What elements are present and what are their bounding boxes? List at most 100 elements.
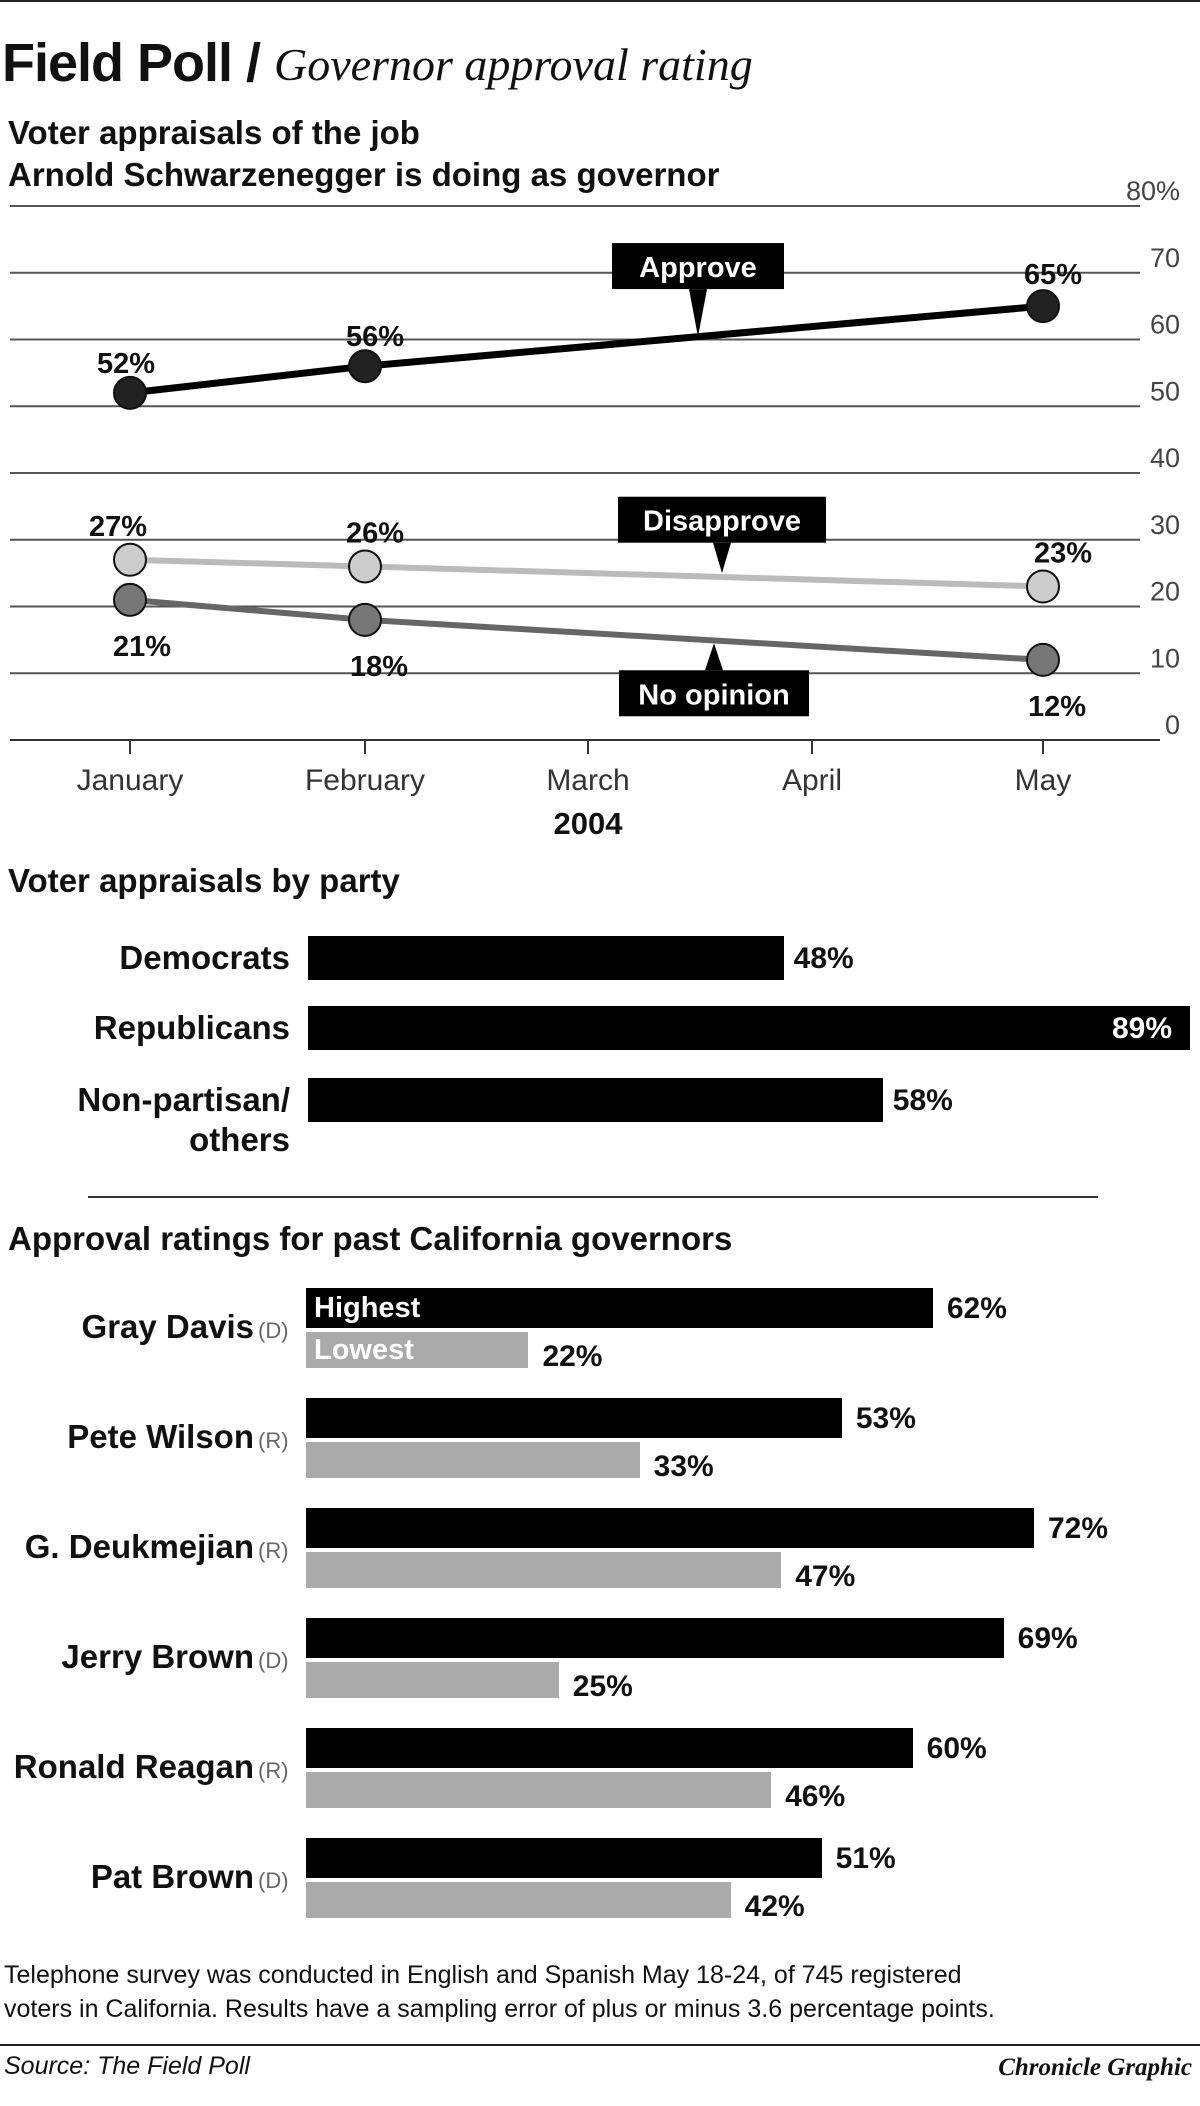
y-tick-label: 30 bbox=[1150, 510, 1180, 540]
series-legend-disapprove: Disapprove bbox=[618, 496, 826, 574]
highest-bar bbox=[306, 1398, 842, 1438]
x-tick-label: January bbox=[77, 764, 184, 797]
legend-pointer bbox=[705, 643, 723, 671]
party-bar-chart: Democrats 48% Republicans 89% Non-partisan/o… bbox=[0, 920, 1200, 1170]
section-divider bbox=[88, 1196, 1098, 1198]
data-point bbox=[348, 549, 382, 584]
data-label: 65% bbox=[1024, 259, 1082, 291]
party-label-line: Non-partisan/ bbox=[77, 1081, 290, 1118]
party-label-line: Democrats bbox=[119, 939, 290, 976]
party-value-label: 89% bbox=[1112, 1012, 1173, 1045]
legend-label: No opinion bbox=[638, 679, 789, 711]
governors-chart-title: Approval ratings for past California gov… bbox=[8, 1220, 733, 1257]
y-tick-label: 0 bbox=[1165, 710, 1180, 740]
party-bar bbox=[308, 1006, 1190, 1050]
data-label: 18% bbox=[350, 651, 408, 683]
data-label: 52% bbox=[97, 348, 155, 380]
highest-value-label: 62% bbox=[946, 1292, 1007, 1325]
party-chart-title: Voter appraisals by party bbox=[8, 862, 400, 899]
data-label: 21% bbox=[113, 631, 171, 663]
lowest-bar bbox=[306, 1662, 559, 1698]
data-label: 23% bbox=[1034, 537, 1092, 569]
lowest-bar bbox=[306, 1442, 640, 1478]
series-legend-approve: Approve bbox=[612, 243, 784, 337]
line-chart-title-line-1: Voter appraisals of the job bbox=[8, 114, 420, 151]
data-point bbox=[113, 542, 147, 577]
y-tick-label: 50 bbox=[1150, 376, 1180, 406]
data-label: 27% bbox=[89, 511, 147, 543]
line-chart-title: Voter appraisals of the job Arnold Schwa… bbox=[8, 112, 719, 196]
governors-bar-chart: Gray Davis (D) Highest 62% Lowest 22% Pete Wil… bbox=[0, 1280, 1200, 1940]
party-label-line: Republicans bbox=[93, 1009, 290, 1046]
lowest-value-label: 33% bbox=[653, 1450, 714, 1483]
series-line-disapprove bbox=[129, 556, 1044, 590]
highest-bar bbox=[306, 1838, 822, 1878]
lowest-bar bbox=[306, 1772, 772, 1808]
party-label: Democrats bbox=[0, 938, 290, 978]
party-label-line: others bbox=[189, 1121, 290, 1158]
bottom-rule bbox=[0, 2044, 1200, 2046]
data-point bbox=[348, 602, 382, 637]
legend-box bbox=[618, 496, 826, 543]
highest-bar bbox=[306, 1508, 1034, 1548]
legend-box bbox=[619, 670, 809, 717]
data-label: 56% bbox=[346, 321, 404, 353]
lowest-value-label: 47% bbox=[795, 1560, 856, 1593]
lowest-bar bbox=[306, 1882, 731, 1918]
party-bar bbox=[308, 936, 784, 980]
lowest-bar bbox=[306, 1552, 782, 1588]
governor-name: Pat Brown bbox=[90, 1858, 254, 1895]
approval-line-chart: 0 10 20 30 40 50 60 70 80% January February March Ap… bbox=[10, 180, 1180, 841]
y-tick-label: 20 bbox=[1150, 577, 1180, 607]
data-label: 26% bbox=[346, 517, 404, 549]
y-tick-label: 60 bbox=[1150, 310, 1180, 340]
governor-name: Jerry Brown bbox=[61, 1638, 254, 1675]
party-value-label: 48% bbox=[793, 942, 854, 975]
credit-text: Chronicle Graphic bbox=[998, 2054, 1192, 2081]
legend-highest: Highest bbox=[314, 1292, 421, 1324]
governor-party: (R) bbox=[258, 1758, 289, 1783]
governor-name: Ronald Reagan bbox=[13, 1748, 254, 1785]
data-point bbox=[1026, 642, 1060, 677]
survey-note: Telephone survey was conducted in Englis… bbox=[4, 1958, 1154, 2026]
survey-note-line-2: voters in California. Results have a sam… bbox=[4, 1995, 995, 2023]
legend-pointer bbox=[689, 289, 707, 337]
x-axis-label: 2004 bbox=[554, 806, 624, 841]
legend-pointer bbox=[713, 542, 731, 574]
party-label: Non-partisan/others bbox=[0, 1080, 290, 1160]
data-point bbox=[113, 582, 147, 617]
governor-party: (R) bbox=[258, 1428, 289, 1453]
legend-label: Disapprove bbox=[643, 506, 801, 538]
page-subtitle: Governor approval rating bbox=[274, 39, 753, 90]
party-bar bbox=[308, 1078, 883, 1122]
y-tick-label: 80% bbox=[1126, 180, 1180, 206]
x-tick-label: February bbox=[305, 764, 425, 797]
data-point bbox=[1026, 569, 1060, 604]
highest-value-label: 60% bbox=[926, 1732, 987, 1765]
highest-value-label: 72% bbox=[1048, 1512, 1109, 1545]
lowest-value-label: 46% bbox=[785, 1780, 846, 1813]
lowest-value-label: 42% bbox=[744, 1890, 805, 1923]
governor-party: (D) bbox=[258, 1868, 289, 1893]
x-tick-label: April bbox=[782, 764, 842, 797]
y-tick-label: 10 bbox=[1150, 643, 1180, 673]
party-label: Republicans bbox=[0, 1008, 290, 1048]
governor-party: (D) bbox=[258, 1648, 289, 1673]
data-label: 12% bbox=[1028, 691, 1086, 723]
governor-name: Pete Wilson bbox=[67, 1418, 254, 1455]
lowest-value-label: 25% bbox=[572, 1670, 633, 1703]
x-tick-label: March bbox=[546, 764, 629, 797]
party-value-label: 58% bbox=[892, 1084, 953, 1117]
governor-party: (D) bbox=[258, 1318, 289, 1343]
legend-label: Approve bbox=[639, 252, 757, 284]
line-chart-title-line-2: Arnold Schwarzenegger is doing as govern… bbox=[8, 156, 720, 193]
series-legend-no-opinion: No opinion bbox=[619, 643, 809, 717]
source-text: Source: The Field Poll bbox=[4, 2052, 250, 2080]
highest-bar bbox=[306, 1728, 913, 1768]
governor-name: G. Deukmejian bbox=[24, 1528, 254, 1565]
legend-lowest: Lowest bbox=[314, 1334, 414, 1366]
page-title: Field Poll / bbox=[2, 33, 261, 93]
highest-bar bbox=[306, 1288, 933, 1328]
data-point bbox=[113, 375, 147, 410]
data-point bbox=[348, 349, 382, 384]
